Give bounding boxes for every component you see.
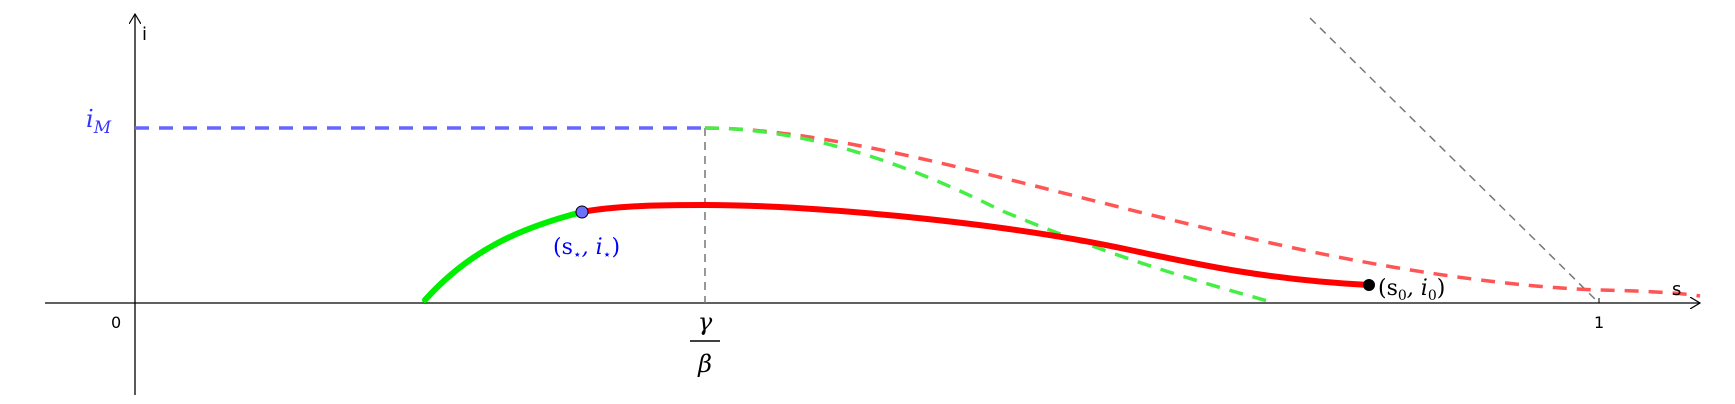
initial-point <box>1363 279 1375 291</box>
green-solid-curve <box>422 209 585 303</box>
x-tick-one-label: 1 <box>1594 313 1604 332</box>
green-dashed-curve <box>704 126 1276 305</box>
star-point <box>575 205 589 219</box>
i-max-label: iM <box>86 105 112 138</box>
red-dashed-trajectory <box>704 126 1701 298</box>
gamma-label: γ <box>698 308 713 336</box>
y-axis-label: i <box>142 24 147 45</box>
x-axis-label: s <box>1672 279 1681 300</box>
red-solid-trajectory <box>579 201 1372 288</box>
diagonal-line <box>1309 17 1600 304</box>
initial-point-label: (s0, i0) <box>1378 276 1445 304</box>
beta-label: β <box>697 350 712 378</box>
star-point-label: (s⋆, i⋆) <box>553 235 620 263</box>
origin-label: 0 <box>111 313 121 332</box>
